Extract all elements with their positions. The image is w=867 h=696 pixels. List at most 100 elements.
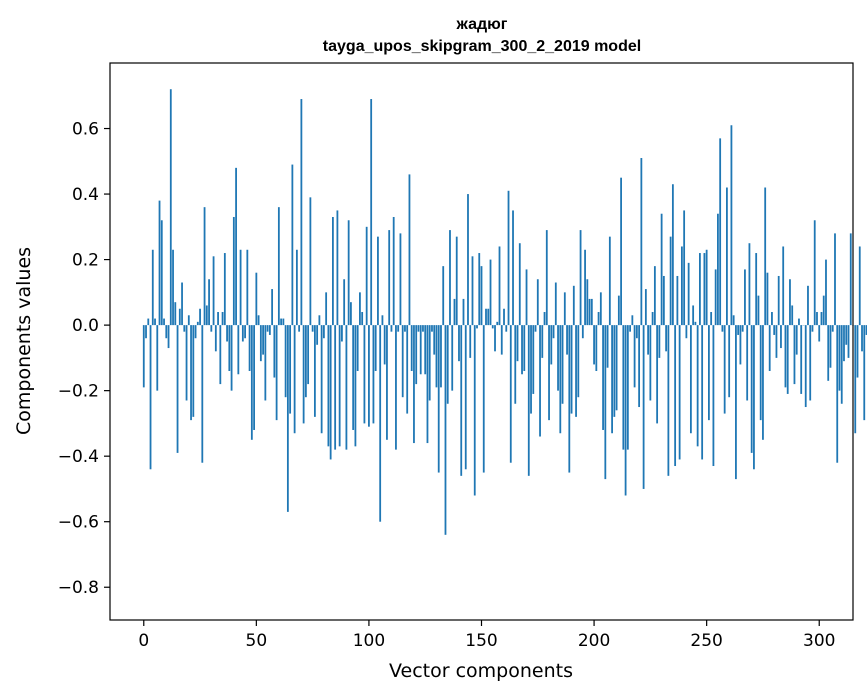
bar bbox=[250, 325, 253, 440]
bar bbox=[426, 325, 429, 444]
bar bbox=[419, 325, 422, 375]
bar bbox=[789, 279, 791, 326]
bar bbox=[345, 325, 348, 450]
bar bbox=[422, 325, 424, 332]
plot-frame bbox=[109, 62, 854, 621]
bar bbox=[518, 243, 521, 326]
bar bbox=[521, 325, 523, 375]
bar bbox=[532, 325, 535, 394]
bar bbox=[271, 289, 274, 326]
bar bbox=[827, 325, 830, 381]
bar bbox=[255, 272, 258, 326]
bar bbox=[617, 295, 620, 326]
bar bbox=[374, 325, 377, 371]
bar bbox=[577, 325, 580, 398]
bar bbox=[361, 312, 364, 326]
y-tick-label: 0.4 bbox=[72, 185, 99, 205]
bar bbox=[710, 312, 713, 326]
bar bbox=[766, 272, 769, 326]
bar bbox=[836, 325, 839, 463]
bar bbox=[203, 207, 206, 326]
bar bbox=[338, 325, 341, 447]
bar bbox=[721, 325, 724, 332]
bar bbox=[534, 325, 537, 332]
bar bbox=[214, 325, 217, 352]
bar bbox=[579, 230, 582, 326]
bar bbox=[489, 259, 492, 326]
bar bbox=[597, 312, 600, 326]
bar bbox=[559, 325, 562, 434]
chart-title-line-2: tayga_upos_skipgram_300_2_2019 model bbox=[323, 38, 641, 55]
bar bbox=[604, 325, 607, 480]
bar bbox=[762, 325, 764, 440]
bar bbox=[464, 325, 467, 470]
bar bbox=[435, 325, 438, 388]
bar bbox=[640, 158, 643, 326]
bar bbox=[676, 275, 679, 326]
bar bbox=[516, 325, 519, 362]
bar bbox=[185, 325, 188, 401]
bar bbox=[757, 295, 760, 326]
bar bbox=[840, 325, 843, 404]
bar bbox=[365, 226, 368, 326]
bar bbox=[264, 325, 267, 401]
plot-area bbox=[110, 63, 853, 620]
bar bbox=[820, 312, 823, 326]
bar bbox=[680, 246, 683, 326]
bar bbox=[318, 315, 321, 326]
bar bbox=[635, 325, 638, 339]
bar bbox=[316, 325, 319, 345]
bar bbox=[622, 325, 625, 450]
bar bbox=[295, 249, 298, 326]
bar bbox=[536, 279, 539, 326]
bar bbox=[163, 318, 165, 326]
bar bbox=[208, 279, 210, 326]
bar bbox=[284, 325, 287, 398]
bar bbox=[424, 325, 427, 375]
bar bbox=[176, 325, 179, 453]
bar bbox=[829, 325, 832, 368]
bar bbox=[557, 325, 559, 391]
x-axis-label: Vector components bbox=[389, 660, 573, 682]
bar bbox=[469, 325, 472, 358]
bar bbox=[755, 253, 758, 326]
bar bbox=[392, 216, 395, 326]
bar bbox=[692, 305, 695, 326]
bar bbox=[212, 256, 215, 326]
bar bbox=[847, 325, 850, 358]
bar bbox=[201, 325, 204, 463]
bar bbox=[795, 325, 798, 355]
bar bbox=[703, 253, 706, 326]
bar bbox=[552, 325, 555, 339]
bar bbox=[838, 325, 841, 391]
bar bbox=[500, 325, 503, 355]
bar bbox=[608, 236, 611, 326]
bar bbox=[611, 325, 613, 434]
bar bbox=[431, 325, 433, 332]
bar bbox=[741, 325, 744, 332]
bar bbox=[410, 325, 413, 371]
bar bbox=[750, 325, 753, 453]
bar bbox=[482, 325, 485, 473]
bar bbox=[433, 325, 436, 355]
bar bbox=[804, 325, 807, 408]
bar bbox=[415, 325, 418, 385]
bar bbox=[647, 325, 650, 355]
bar bbox=[440, 325, 442, 388]
bar bbox=[728, 325, 731, 398]
bar bbox=[570, 325, 573, 414]
bar bbox=[660, 213, 663, 326]
bar bbox=[478, 253, 481, 326]
bar bbox=[487, 308, 490, 326]
y-tick-label: −0.4 bbox=[58, 447, 99, 467]
bar bbox=[304, 325, 307, 398]
bar bbox=[764, 187, 767, 326]
bar bbox=[554, 282, 557, 326]
bar bbox=[512, 210, 514, 326]
bar bbox=[196, 321, 199, 326]
bar bbox=[588, 298, 591, 326]
bar bbox=[642, 325, 645, 489]
bar bbox=[737, 325, 740, 335]
bar bbox=[307, 325, 310, 385]
bar bbox=[239, 249, 242, 326]
